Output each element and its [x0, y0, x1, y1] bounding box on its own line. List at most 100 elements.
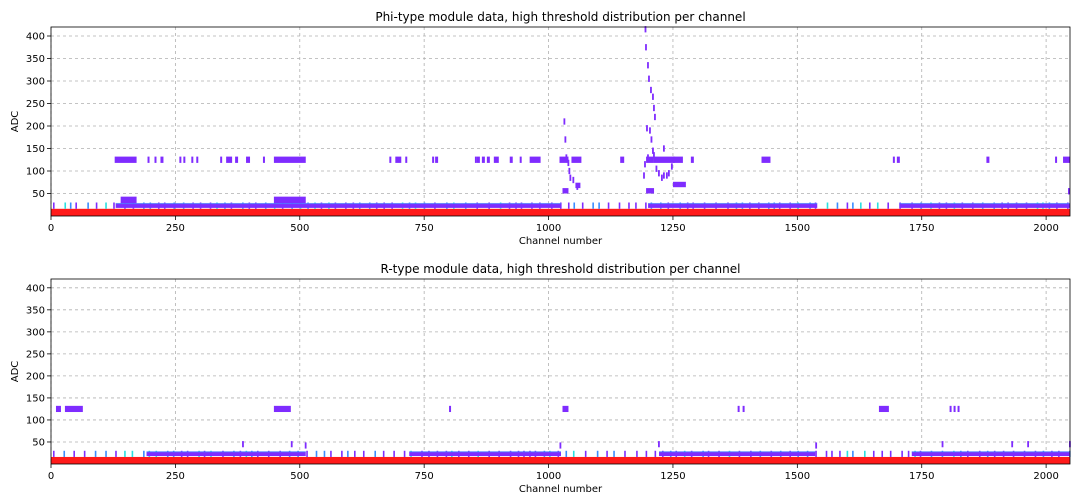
phi-xtick-label-1000: 1000 [536, 223, 561, 234]
phi-cluster-125-0 [114, 156, 137, 163]
phi-cluster-125-15 [395, 156, 402, 163]
phi-cluster-125-37 [986, 156, 990, 163]
r-channel-tick [645, 450, 648, 457]
phi-spike-13 [655, 165, 658, 172]
phi-cluster-125-38 [1055, 156, 1058, 163]
phi-channel-tick [567, 202, 570, 209]
phi-spike-25 [567, 159, 570, 167]
phi-band-segment-2 [899, 203, 1070, 208]
phi-channel-tick [64, 202, 67, 209]
r-x-axis-label: Channel number [519, 484, 603, 495]
r-channel-tick [606, 450, 608, 457]
phi-spike-16 [662, 172, 665, 179]
phi-spike-32 [647, 154, 649, 161]
phi-cluster-125-28 [561, 156, 569, 163]
r-xtick-label-500: 500 [290, 471, 309, 482]
r-channel-tick [52, 450, 55, 457]
phi-cluster-125-39 [1063, 156, 1070, 163]
r-channel-tick [636, 450, 638, 457]
phi-xtick-label-750: 750 [415, 223, 434, 234]
phi-channel-tick [836, 202, 839, 209]
r-spike-8 [1027, 441, 1030, 448]
r-channel-tick [306, 450, 308, 457]
r-cluster-125-2 [273, 405, 291, 413]
phi-cluster-125-16 [405, 156, 408, 163]
phi-channel-tick [69, 202, 72, 209]
r-channel-tick [354, 450, 356, 457]
chart-phi-type: 0 250 500 750 1000 1250 1500 1750 2000 50 100 150 20… [10, 10, 1071, 247]
r-channel-tick [565, 450, 568, 457]
phi-spike-12 [653, 152, 655, 159]
r-xtick-label-1750: 1750 [909, 471, 934, 482]
phi-cluster-125-14 [389, 156, 392, 163]
r-channel-tick [881, 450, 884, 457]
r-band-edge-2 [659, 451, 816, 453]
r-channel-tick [124, 450, 126, 457]
r-channel-tick [315, 450, 318, 457]
r-channel-tick [323, 450, 326, 457]
phi-spike-26 [568, 167, 571, 175]
r-xtick-label-750: 750 [415, 471, 434, 482]
r-spike-2 [304, 442, 307, 449]
phi-channel-tick [868, 202, 871, 209]
r-cluster-125-1 [64, 405, 83, 413]
r-channel-tick [846, 450, 849, 457]
phi-cluster-125-24 [509, 156, 513, 163]
phi-ytick-label-150: 150 [26, 144, 45, 155]
r-ytick-label-150: 150 [26, 393, 45, 404]
phi-cluster-125-12 [262, 156, 265, 163]
phi-cluster-125-8 [220, 156, 223, 163]
r-band-segment-0 [146, 451, 306, 457]
r-channel-tick [73, 450, 75, 457]
phi-channel-tick [887, 202, 889, 209]
phi-channel-tick [95, 202, 98, 209]
phi-side-block-4 [1068, 188, 1070, 195]
r-channel-tick [83, 450, 86, 457]
phi-channel-tick [628, 202, 630, 209]
r-ytick-label-100: 100 [26, 415, 45, 426]
r-spike-6 [941, 441, 944, 448]
r-spike-0 [242, 441, 244, 448]
r-band-segment-1 [409, 451, 561, 457]
phi-ytick-label-350: 350 [26, 54, 45, 65]
phi-cluster-125-34 [761, 156, 771, 163]
phi-cluster-125-11 [246, 156, 251, 163]
phi-spike-3 [648, 75, 650, 82]
phi-cluster-125-13 [273, 156, 306, 163]
r-cluster-125-9 [953, 405, 956, 413]
phi-spike-0 [644, 26, 647, 33]
phi-spike-2 [647, 62, 649, 69]
r-spike-1 [290, 441, 293, 448]
phi-spike-15 [661, 174, 663, 181]
phi-channel-tick [846, 202, 849, 209]
phi-channel-tick [618, 202, 621, 209]
phi-spike-11 [652, 147, 654, 154]
r-channel-tick [596, 450, 599, 457]
r-chart-title: R-type module data, high threshold distr… [381, 262, 741, 276]
phi-spike-28 [572, 176, 575, 184]
phi-channel-tick [573, 202, 576, 209]
phi-channel-tick [876, 202, 879, 209]
phi-cluster-125-22 [486, 156, 490, 163]
phi-spike-18 [667, 170, 670, 177]
r-band-segment-3 [911, 451, 1070, 457]
phi-channel-tick [87, 202, 89, 209]
r-ytick-label-400: 400 [26, 283, 45, 294]
phi-cluster-125-3 [160, 156, 164, 163]
r-channel-tick [852, 450, 854, 457]
r-cluster-125-8 [949, 405, 952, 413]
r-xtick-label-250: 250 [166, 471, 185, 482]
r-channel-tick [382, 450, 385, 457]
phi-channel-tick [581, 202, 584, 209]
r-channel-tick [654, 450, 657, 457]
r-channel-tick [815, 450, 817, 457]
phi-cluster-125-32 [653, 156, 683, 163]
phi-cluster-125-33 [690, 156, 694, 163]
phi-xtick-label-1500: 1500 [785, 223, 810, 234]
phi-cluster-125-7 [196, 156, 199, 163]
r-xtick-label-2000: 2000 [1033, 471, 1058, 482]
phi-spike-20 [672, 156, 675, 163]
phi-cluster-125-31 [646, 156, 654, 163]
r-cluster-125-5 [737, 405, 740, 413]
phi-band-edge-1 [648, 202, 818, 205]
